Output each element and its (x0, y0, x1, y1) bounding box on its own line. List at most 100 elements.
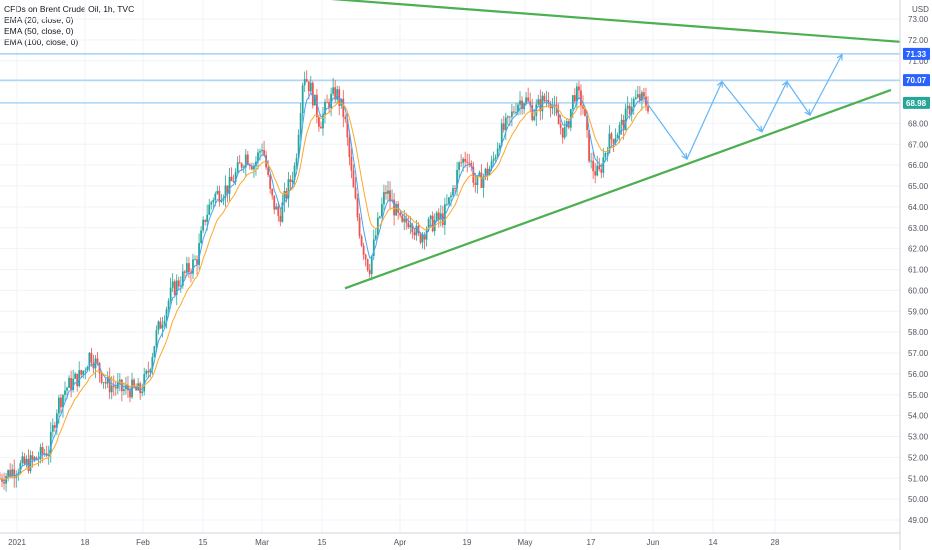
price-tag-label: 68.98 (906, 99, 927, 108)
candle-body (346, 119, 349, 138)
price-tag-label: 71.33 (906, 50, 927, 59)
candle-body (80, 370, 83, 375)
candle-body (618, 124, 621, 135)
candle-body (427, 219, 430, 231)
candle-body (53, 425, 56, 428)
candle-body (58, 397, 60, 414)
y-tick-label: 59.00 (908, 307, 929, 316)
candle-body (13, 469, 16, 478)
chart-legend: CFDs on Brent Crude Oil, 1h, TVC EMA (20… (4, 4, 134, 48)
candle-body (129, 390, 131, 398)
candle-body (185, 263, 188, 273)
candle-body (171, 281, 174, 288)
candle-body (116, 382, 119, 389)
candle-body (19, 463, 22, 473)
candle-body (84, 370, 87, 372)
candle-body (88, 352, 91, 368)
candle-body (476, 175, 479, 185)
candle-body (68, 377, 70, 388)
candle-body (295, 158, 298, 166)
candle-body (25, 458, 28, 464)
support-trendline[interactable] (344, 88, 892, 290)
candle-body (350, 156, 353, 171)
y-tick-label: 58.00 (908, 328, 929, 337)
candle-body (647, 105, 649, 112)
candle-body (423, 234, 426, 240)
candle-body (622, 119, 625, 131)
y-tick-label: 65.00 (908, 182, 929, 191)
candle-body (431, 215, 434, 232)
candle-body (145, 370, 148, 375)
candle-body (344, 116, 347, 120)
candle-body (265, 155, 268, 168)
candle-body (484, 168, 487, 177)
candle-body (466, 161, 469, 163)
candle-body (561, 127, 564, 138)
candle-body (318, 117, 320, 127)
candle-body (573, 95, 576, 102)
candle-body (403, 218, 406, 222)
candle-body (238, 162, 241, 164)
candle-body (421, 234, 424, 243)
candle-body (60, 397, 62, 408)
projection-arrowhead (716, 80, 723, 88)
candle-body (240, 163, 243, 168)
candle-body (624, 108, 627, 131)
resistance-trendline[interactable] (320, 0, 903, 44)
projection-arrowhead (756, 125, 763, 133)
candle-body (496, 148, 499, 157)
x-tick-label: 15 (318, 538, 327, 547)
x-tick-label: Jun (647, 538, 660, 547)
candle-body (157, 321, 160, 331)
price-tag-label: 70.07 (906, 76, 927, 85)
candle-body (610, 133, 613, 140)
candle-body (277, 206, 280, 216)
candle-body (545, 100, 548, 101)
candle-body (580, 90, 582, 106)
candle-body (488, 168, 491, 175)
candle-body (257, 152, 259, 162)
candle-body (147, 370, 150, 373)
candle-body (253, 166, 255, 170)
candle-body (169, 287, 172, 301)
candle-body (208, 204, 211, 215)
candle-body (202, 219, 205, 231)
candle-body (259, 151, 261, 153)
candle-body (472, 166, 475, 183)
candle-body (283, 191, 286, 203)
candle-body (584, 108, 586, 117)
candle-body (537, 99, 540, 105)
candle-body (608, 133, 611, 153)
x-tick-label: 17 (587, 538, 596, 547)
candle-body (23, 456, 26, 464)
candle-body (330, 93, 333, 109)
candle-body (21, 456, 24, 464)
y-axis-panel[interactable] (900, 0, 932, 550)
candle-body (468, 162, 471, 164)
candle-body (557, 113, 560, 125)
candle-body (297, 134, 300, 159)
candle-body (96, 358, 99, 363)
y-tick-label: 68.00 (908, 119, 929, 128)
candle-body (149, 369, 152, 373)
y-tick-label: 73.00 (908, 15, 929, 24)
candle-body (383, 192, 385, 205)
candle-body (578, 86, 580, 91)
candle-body (49, 431, 52, 454)
candle-body (525, 97, 528, 104)
candle-body (153, 346, 156, 358)
candle-body (9, 470, 12, 477)
candle-body (72, 378, 75, 391)
candle-body (90, 352, 93, 363)
candle-body (586, 116, 588, 131)
price-tag (903, 96, 930, 109)
candle-body (7, 470, 10, 477)
candle-body (285, 191, 288, 199)
x-tick-label: Apr (394, 538, 407, 547)
candle-body (183, 271, 186, 273)
candle-body (348, 137, 351, 157)
candle-body (435, 212, 438, 221)
candle-body (271, 188, 274, 196)
candle-body (358, 217, 361, 237)
